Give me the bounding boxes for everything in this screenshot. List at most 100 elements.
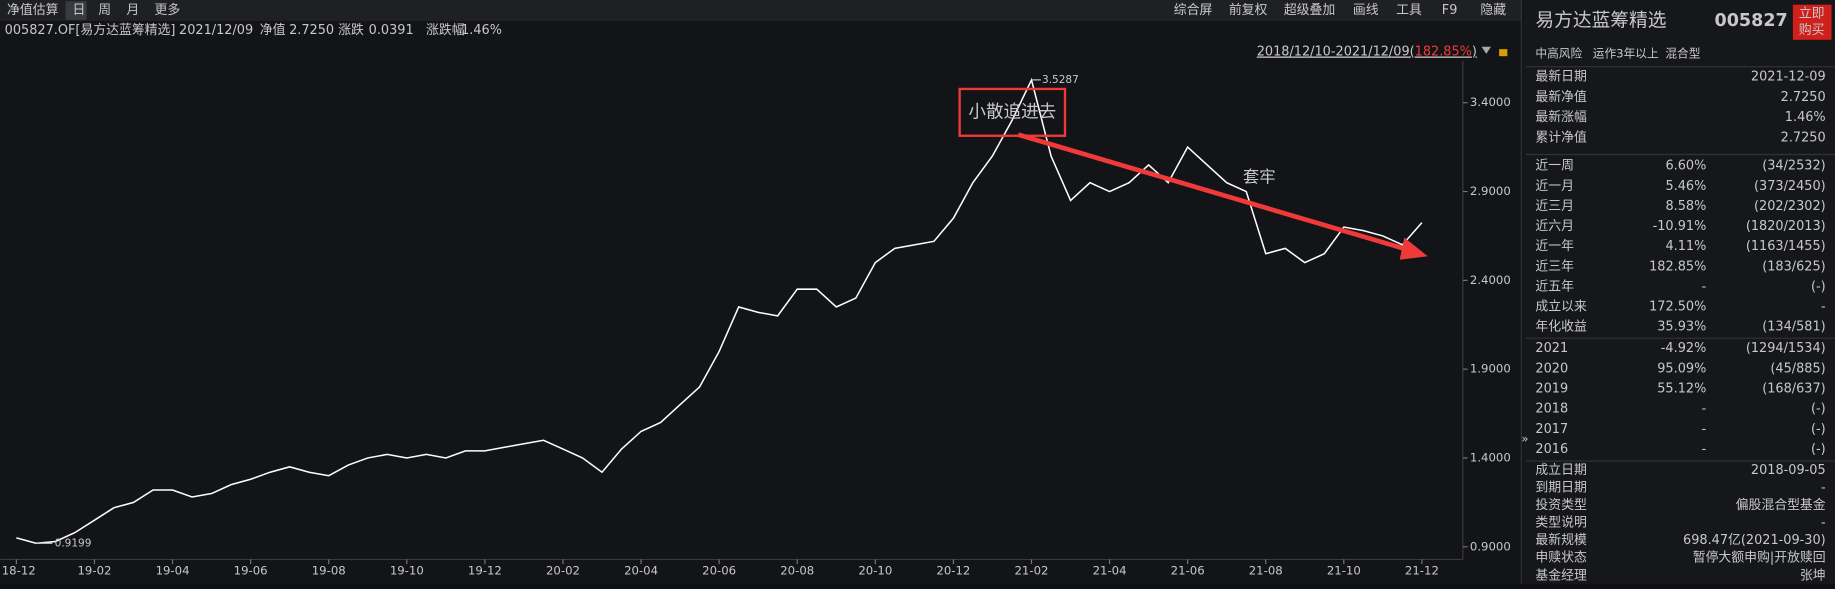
detail-label: 申赎状态 (1535, 551, 1587, 566)
peak-label: 3.5287 (1042, 74, 1079, 86)
x-tick-label: 20-08 (780, 564, 814, 578)
toolbar-item[interactable]: F9 (1442, 3, 1458, 18)
row-label: 2021 (1535, 341, 1568, 356)
row-rank: (1294/1534) (1746, 341, 1826, 356)
fund-tag: 运作3年以上 (1593, 46, 1659, 60)
row-label: 2019 (1535, 382, 1568, 397)
info-change: 0.0391 (369, 23, 414, 38)
toolbar-item[interactable]: 周 (98, 3, 111, 18)
x-tick-label: 18-12 (2, 564, 36, 578)
toolbar-item[interactable]: 日 (73, 3, 86, 18)
callout-text: 小散追进去 (968, 102, 1056, 122)
row-rank: (45/885) (1770, 361, 1825, 376)
row-return: 55.12% (1657, 382, 1706, 397)
toolbar-item[interactable]: 画线 (1353, 3, 1379, 18)
buy-label[interactable]: 购买 (1799, 22, 1825, 38)
basic-value: 2.7250 (1781, 90, 1826, 105)
toolbar-item[interactable]: 隐藏 (1480, 3, 1506, 18)
detail-label: 最新规模 (1535, 532, 1587, 548)
toolbar-item[interactable]: 综合屏 (1174, 3, 1213, 18)
detail-label: 成立日期 (1535, 463, 1586, 478)
row-return: 8.58% (1665, 199, 1706, 214)
trend-arrow (1017, 132, 1411, 253)
fund-code: 005827 (1714, 11, 1787, 31)
x-tick-label: 19-08 (312, 564, 346, 578)
row-label: 近三年 (1535, 259, 1574, 274)
x-tick-label: 20-10 (858, 564, 892, 578)
row-rank: (1820/2013) (1746, 219, 1826, 234)
row-return: - (1702, 402, 1707, 417)
basic-label: 最新涨幅 (1535, 109, 1587, 125)
toolbar-item[interactable]: 月 (126, 3, 139, 18)
low-label: 0.9199 (55, 537, 92, 549)
row-return: 35.93% (1657, 320, 1706, 335)
x-tick-label: 20-04 (624, 564, 658, 578)
basic-value: 2.7250 (1781, 130, 1826, 145)
x-tick-label: 19-12 (468, 564, 502, 578)
x-tick-label: 20-02 (546, 564, 580, 578)
row-rank: (-) (1811, 442, 1826, 457)
toolbar-item[interactable]: 净值估算 (7, 2, 59, 18)
row-return: - (1702, 422, 1707, 437)
row-return: 172.50% (1649, 300, 1706, 315)
lock-icon[interactable] (1499, 49, 1508, 57)
detail-label: 基金经理 (1535, 567, 1587, 583)
row-rank: (168/637) (1762, 382, 1825, 397)
panel-bg (1523, 0, 1835, 584)
info-date: 2021/12/09 (179, 23, 253, 38)
row-return: 4.11% (1665, 239, 1706, 254)
row-return: - (1702, 442, 1707, 457)
x-tick-label: 19-10 (390, 564, 424, 578)
toolbar-item[interactable]: 前复权 (1229, 2, 1268, 18)
callout-box (958, 87, 1067, 137)
buy-button[interactable] (1792, 4, 1832, 40)
collapse[interactable]: » (1521, 431, 1528, 445)
buy-label[interactable]: 立即 (1799, 7, 1825, 22)
x-tick-label: 20-06 (702, 564, 736, 578)
detail-value: - (1821, 481, 1826, 496)
x-tick-label: 21-10 (1327, 564, 1361, 578)
row-rank: (-) (1811, 422, 1826, 437)
toolbar-bg (0, 0, 1522, 22)
row-label: 近一月 (1535, 179, 1574, 194)
detail-value: 2018-09-05 (1751, 463, 1826, 478)
info-pct-label: 涨跌幅 (426, 22, 465, 38)
range-suffix: ) (1472, 44, 1477, 59)
y-tick-label: 2.4000 (1470, 273, 1511, 287)
dropdown-icon[interactable] (1481, 46, 1491, 54)
row-rank: (134/581) (1762, 320, 1825, 335)
x-tick-label: 19-06 (234, 564, 268, 578)
row-return: 5.46% (1665, 179, 1706, 194)
fund-tag: 混合型 (1665, 46, 1700, 60)
basic-value: 2021-12-09 (1751, 70, 1826, 85)
basic-label: 最新净值 (1535, 89, 1587, 105)
info-code: 005827.OF[易方达蓝筹精选] (5, 22, 176, 38)
row-return: -4.92% (1661, 341, 1706, 356)
toolbar-item[interactable]: 工具 (1396, 3, 1422, 18)
detail-value: 张坤 (1800, 568, 1826, 583)
basic-label: 累计净值 (1535, 129, 1587, 145)
nav-line (16, 77, 1423, 545)
toolbar-item[interactable]: 更多 (154, 3, 180, 18)
fund-title: 易方达蓝筹精选 (1535, 11, 1666, 32)
row-return: 6.60% (1665, 159, 1706, 174)
row-rank: - (1821, 300, 1826, 315)
row-rank: (34/2532) (1762, 159, 1825, 174)
row-label: 近一周 (1535, 159, 1574, 174)
y-tick-label: 2.9000 (1470, 184, 1511, 198)
y-tick-label: 3.4000 (1470, 95, 1511, 109)
x-tick-label: 19-02 (77, 564, 111, 578)
trend-arrowhead (1399, 237, 1428, 260)
row-label: 近三月 (1535, 199, 1574, 214)
basic-label: 最新日期 (1535, 69, 1586, 85)
x-tick-label: 21-04 (1093, 564, 1127, 578)
row-label: 近五年 (1535, 279, 1574, 294)
detail-value: - (1821, 516, 1826, 531)
info-nav: 2.7250 (289, 23, 334, 38)
row-rank: (-) (1811, 402, 1826, 417)
y-tick-label: 1.4000 (1470, 450, 1511, 464)
toolbar-item[interactable]: 超级叠加 (1284, 3, 1335, 18)
row-return: 182.85% (1649, 259, 1706, 274)
